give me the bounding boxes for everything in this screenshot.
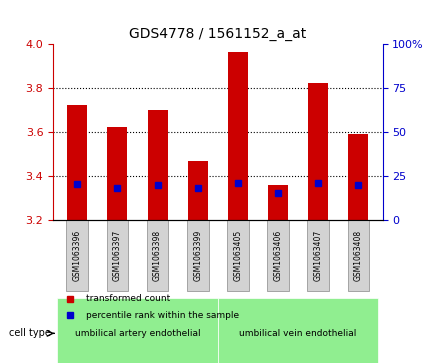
Text: umbilical vein endothelial: umbilical vein endothelial xyxy=(239,329,357,338)
Bar xyxy=(268,185,288,220)
Bar xyxy=(228,52,248,220)
FancyBboxPatch shape xyxy=(57,298,218,363)
FancyBboxPatch shape xyxy=(147,220,168,291)
Bar xyxy=(348,134,368,220)
Text: umbilical artery endothelial: umbilical artery endothelial xyxy=(75,329,200,338)
FancyBboxPatch shape xyxy=(227,220,249,291)
Bar xyxy=(308,83,328,220)
Text: GSM1063406: GSM1063406 xyxy=(274,230,283,281)
Text: GSM1063399: GSM1063399 xyxy=(193,230,202,281)
Text: GSM1063407: GSM1063407 xyxy=(314,230,323,281)
Text: percentile rank within the sample: percentile rank within the sample xyxy=(86,310,239,319)
Text: GSM1063408: GSM1063408 xyxy=(354,230,363,281)
FancyBboxPatch shape xyxy=(267,220,289,291)
Bar xyxy=(188,160,208,220)
Title: GDS4778 / 1561152_a_at: GDS4778 / 1561152_a_at xyxy=(129,27,306,41)
FancyBboxPatch shape xyxy=(66,220,88,291)
FancyBboxPatch shape xyxy=(107,220,128,291)
Text: GSM1063398: GSM1063398 xyxy=(153,230,162,281)
Bar xyxy=(67,105,87,220)
Bar xyxy=(108,127,128,220)
FancyBboxPatch shape xyxy=(348,220,369,291)
FancyBboxPatch shape xyxy=(187,220,209,291)
Text: transformed count: transformed count xyxy=(86,294,170,303)
Text: GSM1063405: GSM1063405 xyxy=(233,230,242,281)
Text: cell type: cell type xyxy=(9,329,51,338)
Bar xyxy=(147,110,167,220)
FancyBboxPatch shape xyxy=(218,298,379,363)
Text: GSM1063397: GSM1063397 xyxy=(113,230,122,281)
Text: GSM1063396: GSM1063396 xyxy=(73,230,82,281)
FancyBboxPatch shape xyxy=(307,220,329,291)
